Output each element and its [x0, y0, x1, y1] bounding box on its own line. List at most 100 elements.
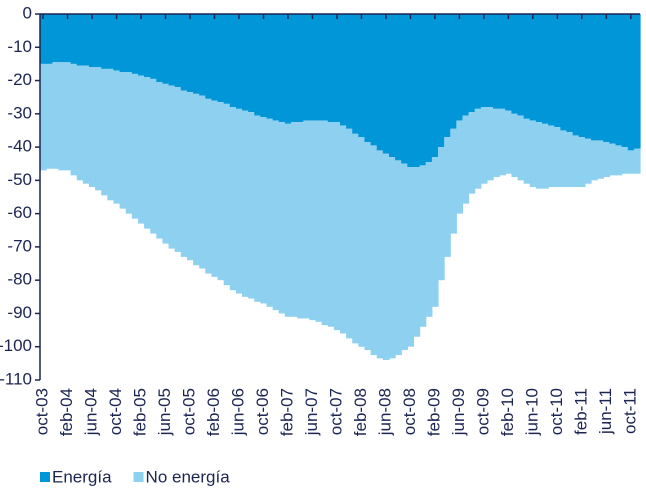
- area-step: [248, 112, 255, 299]
- area-step: [493, 108, 500, 178]
- area-step: [113, 70, 121, 204]
- area-step: [444, 14, 451, 138]
- area-step: [370, 14, 378, 146]
- area-step: [95, 14, 102, 68]
- area-step: [284, 123, 292, 317]
- area-step: [591, 14, 598, 141]
- area-step: [156, 14, 164, 83]
- area-step: [131, 73, 139, 219]
- area-step: [609, 143, 617, 176]
- area-step: [180, 14, 188, 91]
- area-step: [297, 14, 304, 123]
- area-step: [633, 148, 641, 174]
- legend-label: Energía: [52, 467, 112, 486]
- area-step: [229, 107, 237, 291]
- x-tick-label: oct-03: [33, 388, 52, 435]
- x-tick-label: jun-09: [449, 388, 468, 436]
- area-step: [180, 90, 188, 257]
- area-step: [364, 142, 372, 351]
- area-step: [566, 14, 574, 133]
- area-step: [621, 14, 629, 148]
- area-step: [254, 14, 262, 116]
- area-step: [627, 14, 635, 151]
- x-tick-label: feb-08: [351, 388, 370, 436]
- area-step: [370, 145, 378, 356]
- area-step: [248, 14, 255, 113]
- x-tick-label: oct-06: [253, 388, 272, 435]
- legend-swatch: [133, 472, 144, 482]
- area-step: [566, 132, 574, 188]
- x-tick-label: jun-04: [82, 388, 101, 436]
- area-step: [217, 102, 225, 281]
- area-step: [315, 14, 323, 121]
- area-step: [70, 63, 78, 176]
- area-step: [229, 14, 237, 108]
- area-step: [144, 77, 151, 229]
- x-tick-label: oct-11: [620, 388, 639, 434]
- area-step: [272, 14, 280, 121]
- area-step: [517, 14, 525, 116]
- area-step: [340, 14, 347, 126]
- area-step: [309, 14, 317, 121]
- area-step: [505, 110, 513, 174]
- area-step: [450, 14, 457, 129]
- area-step: [554, 127, 562, 188]
- area-step: [572, 135, 580, 188]
- area-step: [205, 98, 213, 274]
- area-step: [327, 14, 335, 123]
- area-step: [450, 128, 457, 234]
- area-step: [327, 122, 335, 327]
- x-tick-label: feb-06: [204, 388, 223, 436]
- area-step: [223, 103, 231, 286]
- area-step: [542, 14, 549, 124]
- x-tick-label: jun-08: [375, 388, 394, 436]
- y-tick-label: -110: [0, 369, 32, 388]
- area-step: [591, 140, 598, 181]
- area-step: [523, 14, 531, 119]
- area-step: [46, 63, 53, 169]
- area-step: [529, 120, 537, 188]
- y-tick-label: -90: [7, 303, 32, 322]
- area-step: [456, 120, 464, 214]
- area-step: [291, 14, 298, 123]
- area-step: [437, 147, 445, 281]
- area-step: [603, 142, 610, 178]
- area-step: [480, 107, 488, 184]
- area-step: [119, 72, 127, 209]
- area-step: [352, 133, 359, 344]
- area-step: [119, 14, 127, 73]
- x-tick-label: jun-07: [302, 388, 321, 436]
- x-tick-label: oct-10: [547, 388, 566, 435]
- area-step: [535, 122, 543, 189]
- x-tick-label: feb-10: [498, 388, 517, 436]
- area-step: [242, 14, 249, 111]
- area-step: [413, 167, 421, 337]
- area-step: [272, 120, 280, 311]
- area-step: [137, 14, 145, 76]
- area-step: [511, 14, 519, 114]
- area-step: [168, 85, 176, 249]
- area-step: [407, 167, 415, 347]
- y-tick-label: 0: [23, 3, 32, 22]
- area-step: [560, 14, 568, 131]
- x-tick-label: jun-06: [228, 388, 247, 436]
- area-step: [437, 14, 445, 148]
- area-step: [346, 14, 353, 129]
- area-step: [82, 14, 90, 66]
- area-step: [419, 165, 427, 327]
- area-step: [162, 14, 170, 84]
- area-step: [413, 14, 421, 168]
- area-step: [462, 115, 470, 204]
- area-step: [162, 83, 170, 244]
- area-step: [364, 14, 372, 143]
- area-step: [40, 63, 47, 171]
- area-step: [597, 140, 604, 179]
- area-step: [358, 137, 366, 347]
- y-tick-label: -50: [7, 170, 32, 189]
- area-step: [125, 72, 133, 214]
- area-step: [235, 14, 243, 109]
- x-tick-label: jun-10: [522, 388, 541, 436]
- area-step: [542, 123, 549, 189]
- x-tick-label: jun-11: [596, 388, 615, 435]
- area-step: [382, 14, 390, 154]
